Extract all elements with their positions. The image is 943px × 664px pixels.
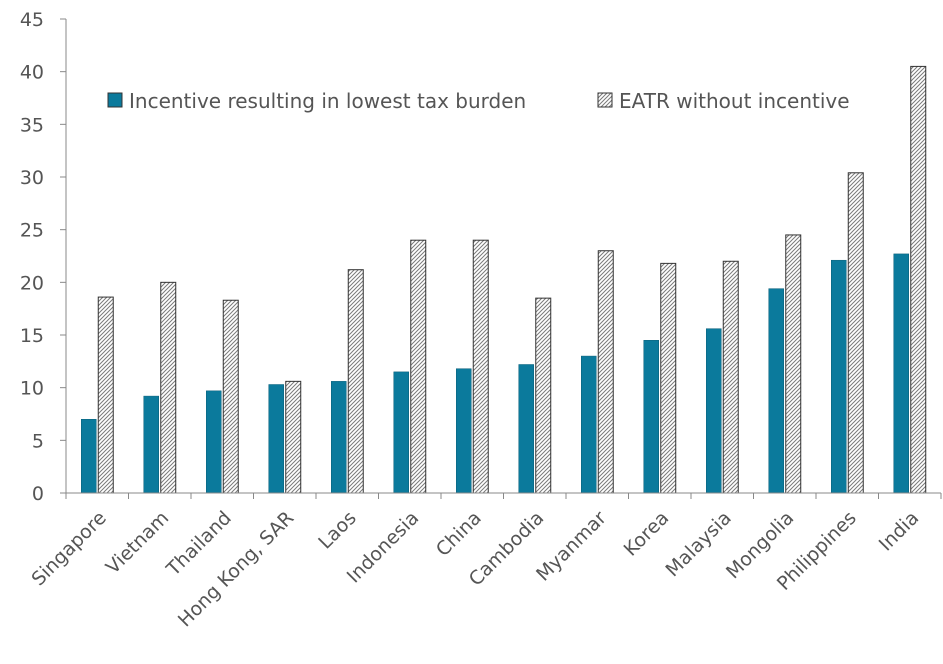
bar-incentive xyxy=(768,288,784,494)
y-tick-label: 30 xyxy=(20,167,44,189)
legend-swatch-eatr xyxy=(597,92,613,108)
bar-incentive xyxy=(456,368,472,494)
bar-incentive xyxy=(143,395,159,494)
x-tick-label: China xyxy=(432,507,486,561)
x-tick-label: Vietnam xyxy=(102,507,174,579)
bar-eatr xyxy=(347,269,364,494)
bar-incentive xyxy=(206,390,222,494)
bar-incentive xyxy=(268,384,284,494)
bar-incentive xyxy=(643,340,659,494)
bar-incentive xyxy=(581,355,597,494)
bar-incentive xyxy=(831,259,847,494)
legend-label-eatr: EATR without incentive xyxy=(619,89,850,113)
bar-eatr xyxy=(910,65,927,494)
bar-eatr xyxy=(285,380,302,494)
bar-eatr xyxy=(410,239,427,494)
legend-swatch-incentive xyxy=(107,92,123,108)
bar-eatr xyxy=(722,260,739,494)
bars xyxy=(81,65,927,494)
bar-eatr xyxy=(847,172,864,494)
y-tick-label: 0 xyxy=(32,483,44,505)
bar-incentive xyxy=(331,381,347,494)
legend-label-incentive: Incentive resulting in lowest tax burden xyxy=(129,89,526,113)
x-tick-label: Korea xyxy=(620,507,674,561)
bar-incentive xyxy=(393,371,409,494)
y-tick-label: 10 xyxy=(20,378,44,400)
bar-eatr xyxy=(597,250,614,494)
y-tick-label: 35 xyxy=(20,114,44,136)
bar-incentive xyxy=(81,419,97,494)
legend: Incentive resulting in lowest tax burden… xyxy=(107,89,850,113)
y-tick-label: 15 xyxy=(20,325,44,347)
y-tick-label: 40 xyxy=(20,62,44,84)
bar-eatr xyxy=(535,297,552,494)
x-tick-label: India xyxy=(875,507,924,556)
bar-incentive xyxy=(893,253,909,494)
y-tick-label: 25 xyxy=(20,220,44,242)
bar-eatr xyxy=(97,296,114,494)
bar-eatr xyxy=(222,299,239,494)
x-tick-label: Laos xyxy=(314,507,361,554)
y-tick-label: 20 xyxy=(20,272,44,294)
bar-eatr xyxy=(660,262,677,494)
y-tick-label: 5 xyxy=(32,430,44,452)
y-tick-label: 45 xyxy=(20,9,44,31)
bar-incentive xyxy=(518,364,534,494)
x-tick-label: Singapore xyxy=(27,507,110,590)
bar-incentive xyxy=(706,328,722,494)
bar-eatr xyxy=(785,234,802,494)
bar-eatr xyxy=(160,281,177,494)
x-tick-label: Hong Kong, SAR xyxy=(174,507,298,631)
y-axis: 0 5 10 15 20 25 30 35 40 45 xyxy=(20,9,67,505)
bar-eatr xyxy=(472,239,489,494)
